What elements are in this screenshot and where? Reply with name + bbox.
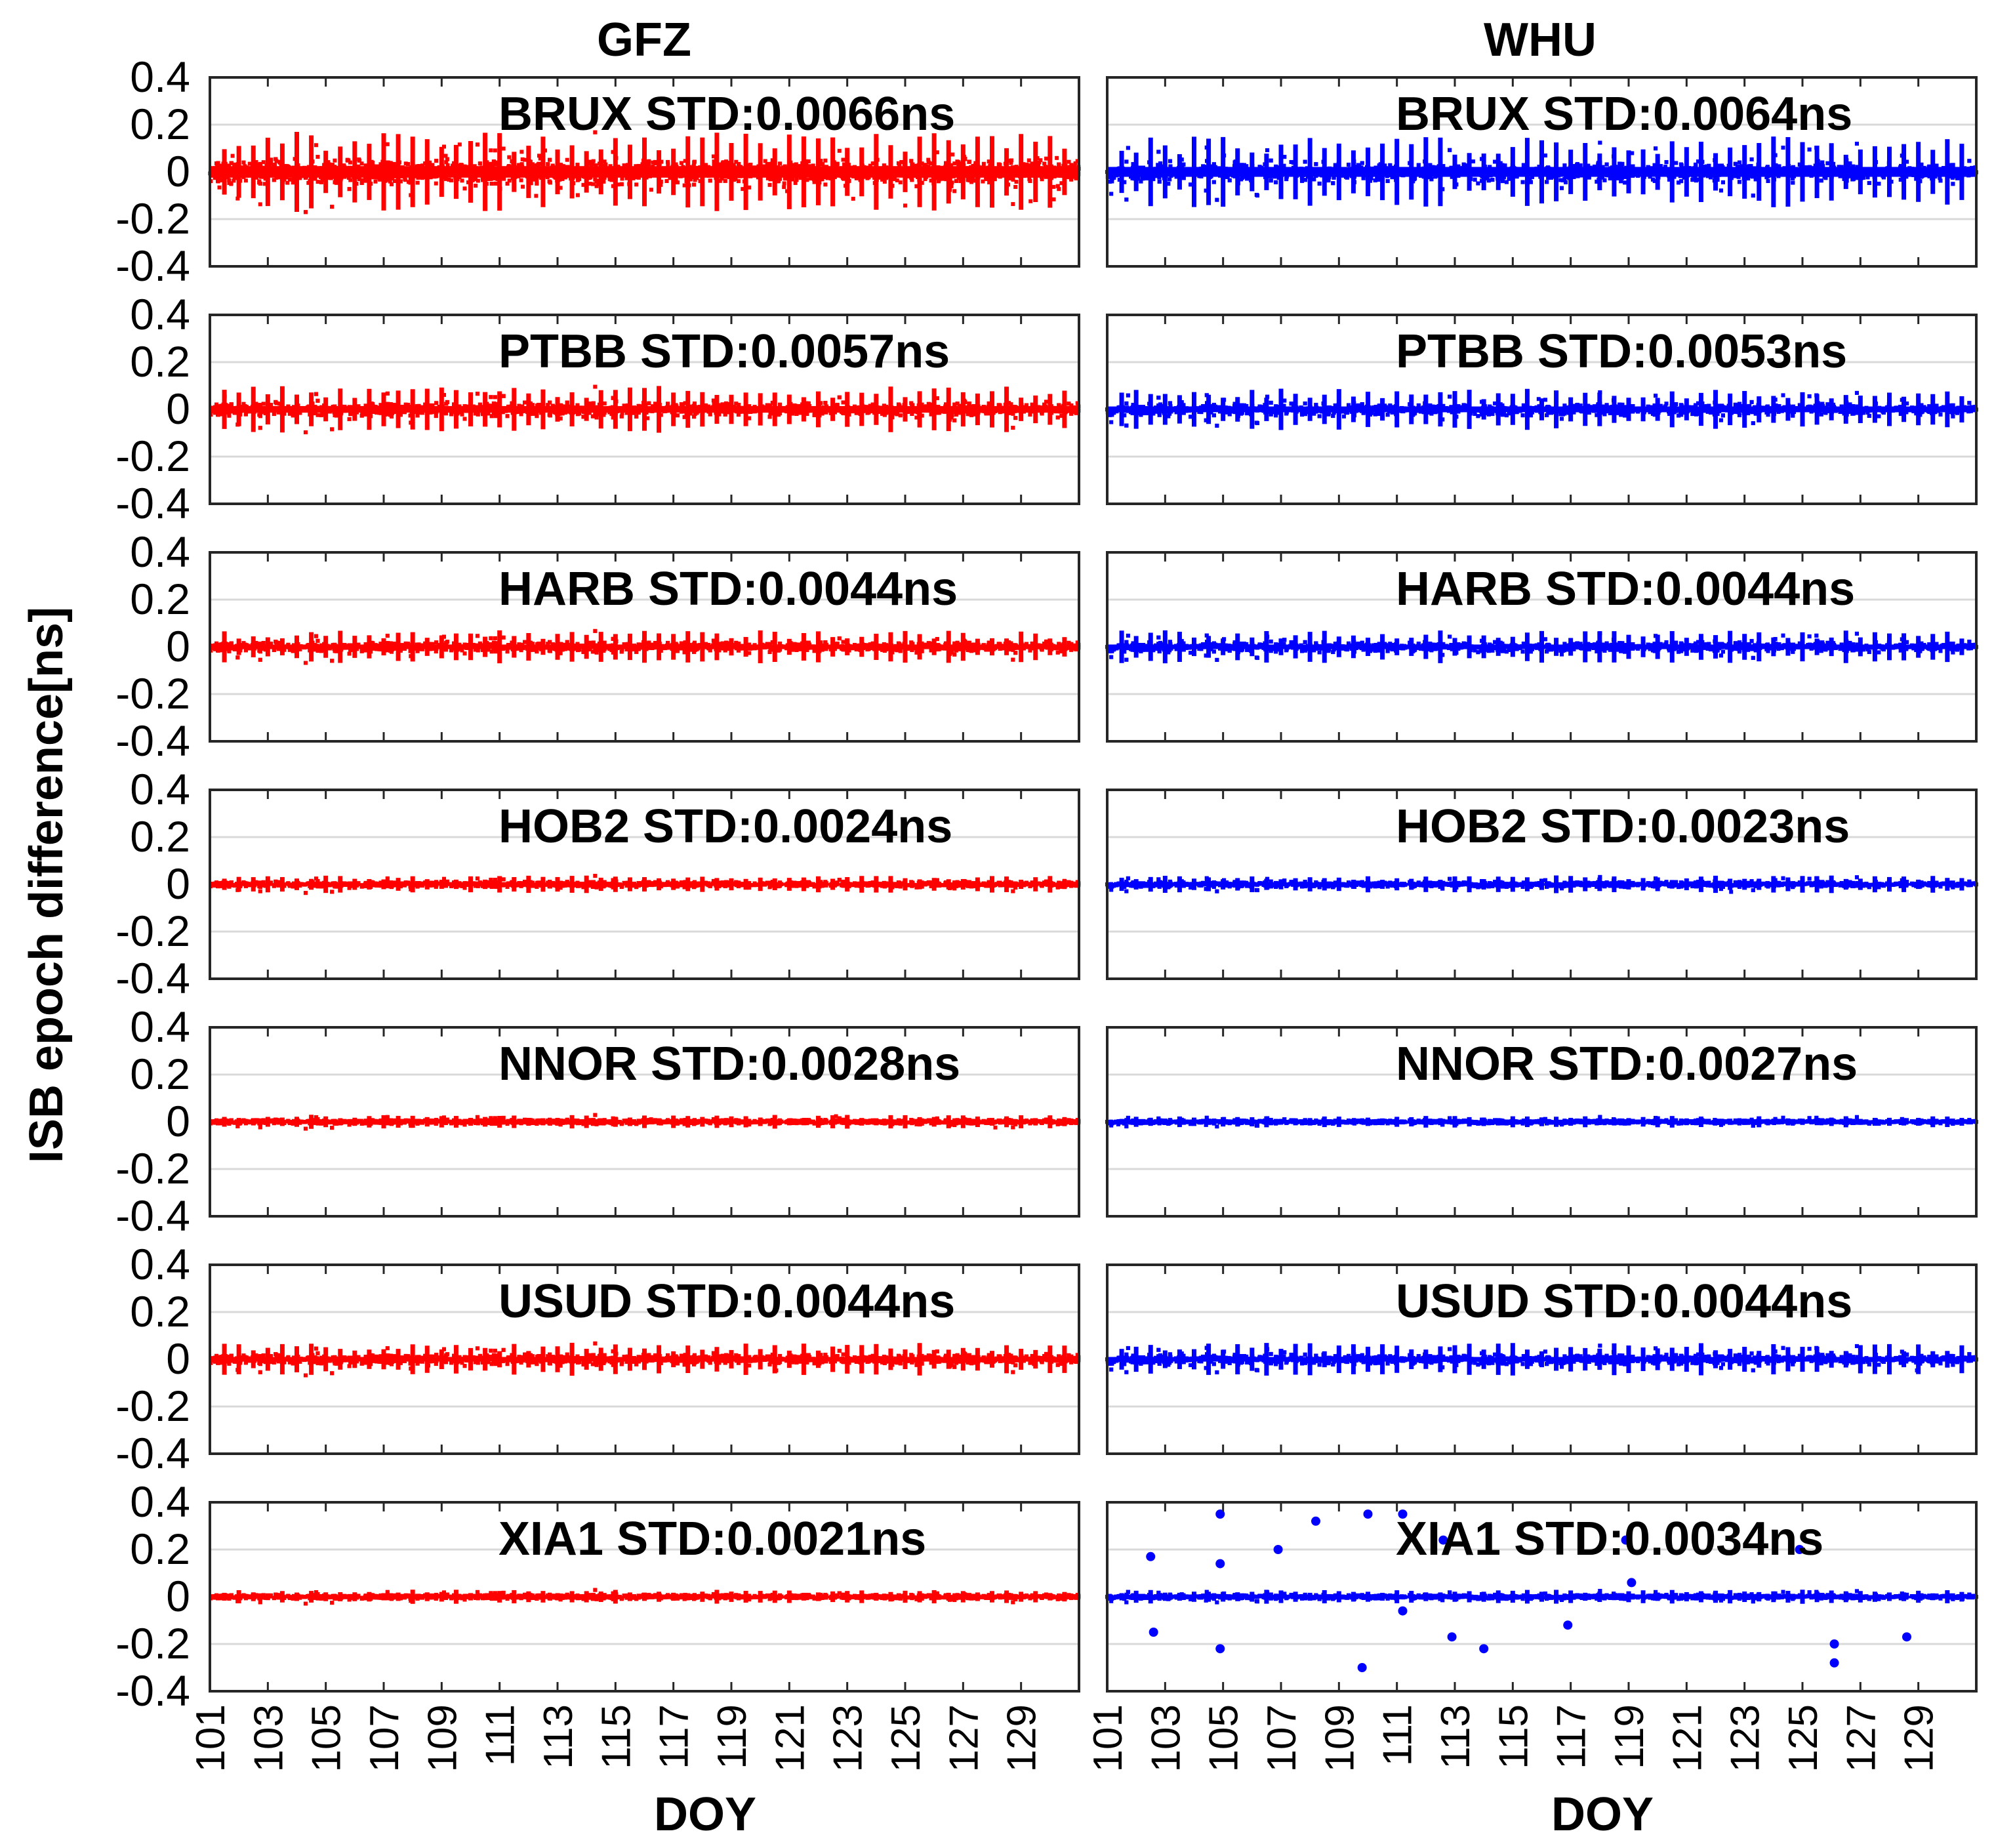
- x-axis-label-gfz: DOY: [654, 1788, 756, 1841]
- data-point: [357, 159, 361, 163]
- data-point: [924, 177, 927, 181]
- data-point: [783, 181, 786, 185]
- figure: GFZ WHU ISB epoch difference[ns] DOY DOY…: [0, 0, 1994, 1848]
- data-point: [649, 188, 653, 192]
- data-point: [576, 193, 580, 197]
- data-point: [851, 197, 855, 201]
- column-title-gfz: GFZ: [597, 14, 691, 66]
- data-point: [1028, 199, 1032, 203]
- data-point: [474, 184, 478, 188]
- data-point: [1055, 156, 1059, 160]
- data-point: [521, 185, 525, 189]
- data-point: [1052, 197, 1056, 201]
- data-point: [763, 159, 767, 163]
- column-title-whu: WHU: [1484, 14, 1597, 66]
- data-point: [273, 163, 277, 167]
- x-axis-label-whu: DOY: [1551, 1788, 1654, 1841]
- data-point: [534, 194, 538, 198]
- data-point: [823, 182, 827, 186]
- data-point: [231, 154, 235, 158]
- data-point: [373, 180, 377, 184]
- data-point: [507, 155, 511, 159]
- data-point: [665, 179, 669, 183]
- data-point: [903, 203, 907, 207]
- data-point: [218, 186, 222, 190]
- scatter-points: [208, 131, 1080, 215]
- data-point: [981, 180, 985, 184]
- data-point: [333, 159, 336, 163]
- data-point: [782, 185, 786, 189]
- data-point: [982, 162, 986, 166]
- data-point: [950, 153, 954, 157]
- data-point: [346, 158, 350, 162]
- data-point: [519, 150, 523, 154]
- y-axis-label: ISB epoch difference[ns]: [20, 607, 73, 1163]
